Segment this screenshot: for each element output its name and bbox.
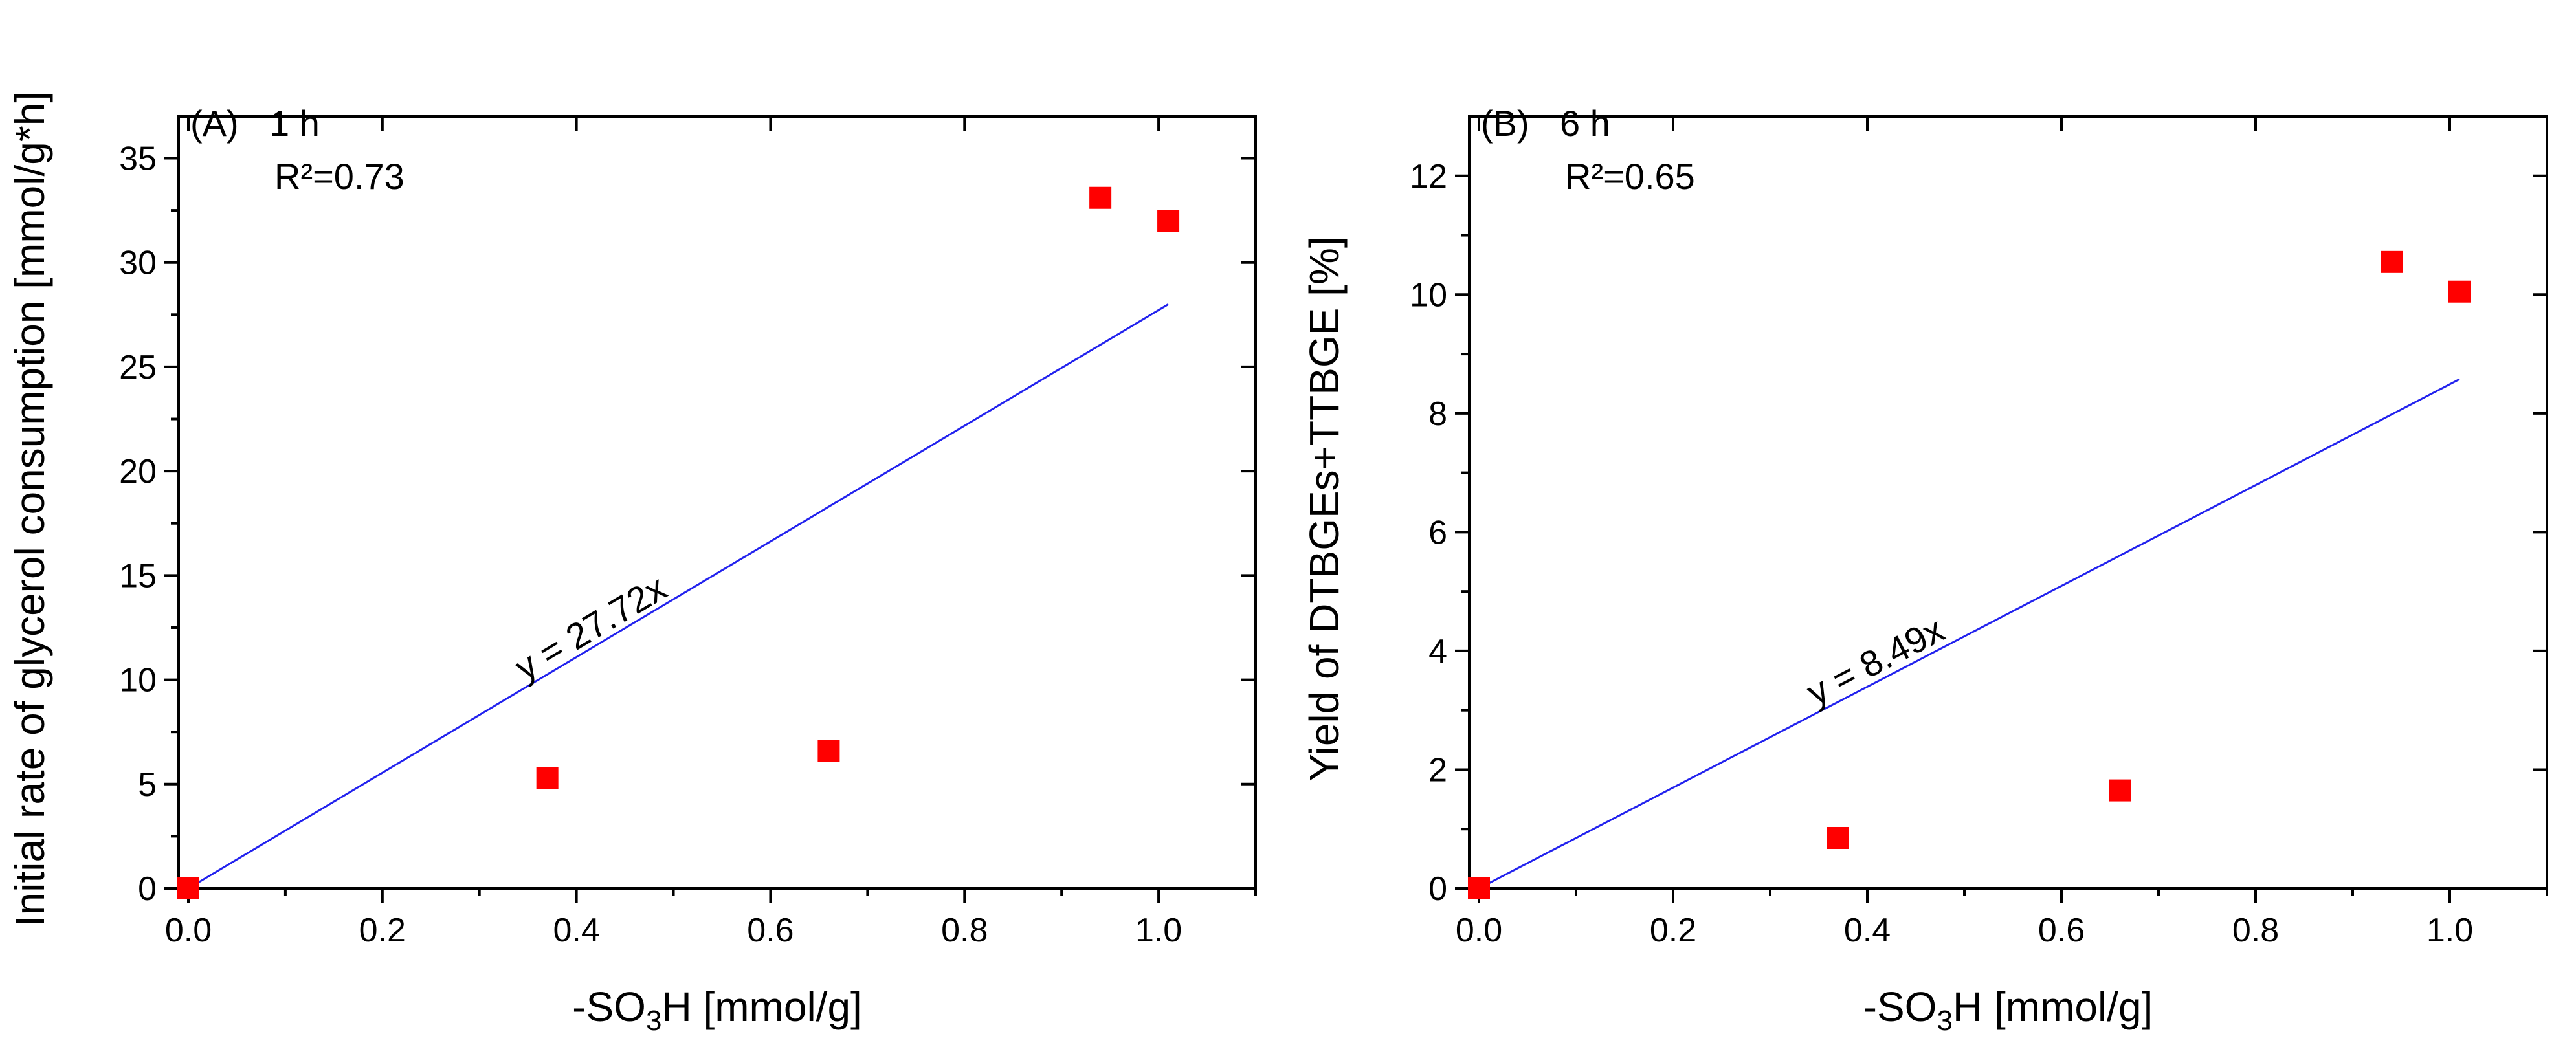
y-tick-label: 30 [119,245,157,282]
chart-panel-a: 0.0 0.2 0.4 0.6 0.8 1.0 0 5 10 15 20 25 30 35 y = 27.7… [6,91,1257,1037]
fit-equation-label: y = 27.72x [508,567,674,688]
y-tick-label: 15 [119,557,157,595]
data-point [2448,280,2471,303]
y-tick-label: 0 [1428,870,1447,908]
y-tick-label: 25 [119,349,157,386]
data-point [2109,779,2131,802]
y-tick-label: 5 [138,766,157,804]
data-point [536,767,559,789]
data-point [1827,826,1849,849]
y-tick-label: 35 [119,140,157,177]
x-tick-label: 0.4 [553,912,599,949]
chart-panel-b: 0.0 0.2 0.4 0.6 0.8 1.0 0 2 4 6 8 10 12 y = 8.49x (B) 6… [1301,103,2548,1037]
x-tick-label: 0.8 [2232,912,2279,949]
y-tick-label: 12 [1410,158,1447,195]
x-axis-label: -SO3H [mmol/g] [572,984,862,1037]
x-axis-label-subscript: 3 [646,1005,661,1037]
x-tick-label: 0.0 [165,912,212,949]
data-point [2381,250,2403,273]
data-point [817,740,840,762]
plot-frame [177,115,1257,890]
x-tick-label: 0.6 [2038,912,2085,949]
x-axis-label-subscript: 3 [1937,1005,1952,1037]
fit-equation-label: y = 8.49x [1800,609,1950,713]
x-tick-label: 0.6 [747,912,794,949]
y-tick-label: 8 [1428,395,1447,433]
y-axis-label: Initial rate of glycerol consumption [mm… [6,91,53,927]
y-tick-label: 20 [119,453,157,490]
y-axis-label: Yield of DTBGEs+TTBGE [%] [1301,236,1348,781]
x-axis-label: -SO3H [mmol/g] [1863,984,2153,1037]
r-squared-label: R²=0.73 [274,156,405,197]
panel-letter: (B) [1481,103,1529,144]
x-axis-label-part: H [mmol/g] [661,984,861,1030]
y-tick-label: 6 [1428,514,1447,551]
y-tick-label: 0 [138,870,157,908]
panel-time: 1 h [269,103,320,144]
r-squared-label: R²=0.65 [1565,156,1695,197]
y-tick-label: 10 [1410,276,1447,314]
x-tick-label: 0.4 [1844,912,1891,949]
x-tick-label: 0.8 [941,912,988,949]
y-tick-label: 4 [1428,633,1447,670]
x-tick-label: 0.2 [1650,912,1696,949]
data-point [1468,877,1490,899]
panel-letter: (A) [190,103,239,144]
plot-frame [1468,115,2548,890]
data-point [177,877,199,899]
x-axis-label-part: H [mmol/g] [1953,984,2153,1030]
x-tick-label: 0.0 [1456,912,1502,949]
fit-line [1478,378,2460,890]
x-tick-label: 1.0 [2426,912,2473,949]
fit-line [188,303,1169,890]
y-tick-label: 10 [119,662,157,699]
x-axis-label-part: -SO [1863,984,1937,1030]
data-point [1089,186,1112,209]
x-tick-label: 0.2 [359,912,406,949]
y-tick-label: 2 [1428,751,1447,789]
x-tick-label: 1.0 [1135,912,1182,949]
data-point [1157,210,1180,232]
panel-time: 6 h [1560,103,1610,144]
x-axis-label-part: -SO [572,984,646,1030]
